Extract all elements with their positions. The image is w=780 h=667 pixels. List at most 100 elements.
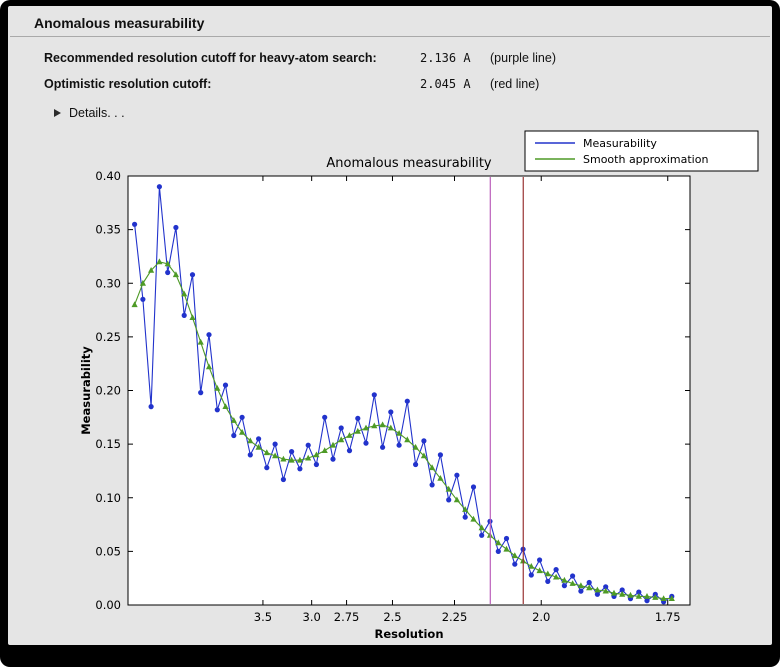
data-point-circle (380, 444, 386, 450)
data-point-circle (586, 579, 592, 586)
data-point-circle (247, 452, 253, 458)
summary-rows: Recommended resolution cutoff for heavy-… (8, 45, 772, 97)
data-point-triangle (288, 456, 295, 463)
data-point-triangle (305, 454, 312, 461)
measurability-chart: Anomalous measurability 0.00 0.05 0.10 0.15 0… (79, 130, 759, 641)
data-point-circle (528, 572, 534, 578)
data-point-triangle (197, 338, 204, 345)
x-axis-label: Resolution (374, 627, 443, 641)
data-point-circle (322, 414, 328, 420)
data-point-triangle (280, 455, 287, 462)
data-point-triangle (181, 290, 188, 297)
data-point-circle (619, 587, 625, 593)
data-point-triangle (189, 314, 196, 320)
x-tick-label: 1.75 (655, 610, 681, 624)
recommended-cutoff-label: Recommended resolution cutoff for heavy-… (44, 51, 377, 65)
data-point-triangle (164, 260, 171, 267)
data-point-circle (305, 442, 311, 448)
data-point-triangle (445, 485, 452, 492)
data-point-circle (421, 438, 427, 444)
data-point-triangle (429, 464, 436, 471)
legend-entry-label: Measurability (583, 137, 657, 150)
data-point-circle (355, 415, 361, 421)
data-point-triangle (222, 403, 229, 409)
data-point-triangle (503, 545, 510, 552)
data-point-circle (413, 461, 419, 468)
data-point-triangle (255, 443, 262, 450)
data-point-circle (272, 441, 278, 447)
y-axis-label: Measurability (80, 346, 93, 435)
data-point-circle (446, 497, 452, 503)
data-point-circle (231, 432, 237, 439)
recommended-cutoff-value: 2.136 A (420, 51, 471, 65)
data-point-circle (429, 482, 435, 488)
data-point-circle (470, 484, 477, 490)
data-point-triangle (602, 587, 609, 594)
data-point-triangle (586, 584, 593, 591)
legend-entry-label: Smooth approximation (583, 153, 708, 166)
data-point-triangle (511, 552, 518, 559)
optimistic-cutoff-note: (red line) (490, 77, 540, 91)
data-point-circle (553, 567, 559, 573)
data-point-triangle (371, 422, 378, 429)
data-point-triangle (544, 570, 551, 577)
data-point-circle (512, 561, 518, 567)
data-point-triangle (404, 436, 411, 443)
x-tick-label: 2.25 (442, 610, 468, 624)
data-point-circle (173, 224, 179, 231)
data-point-triangle (528, 563, 535, 569)
data-point-triangle (172, 271, 179, 278)
data-point-triangle (569, 580, 576, 586)
disclosure-triangle-icon (54, 109, 61, 117)
details-disclosure[interactable]: Details. . . (54, 104, 772, 122)
y-tick-label: 0.30 (95, 276, 121, 290)
details-label: Details. . . (69, 106, 125, 120)
y-tick-label: 0.10 (95, 491, 121, 505)
data-point-circle (280, 476, 286, 483)
data-point-circle (462, 514, 468, 520)
data-point-circle (578, 588, 584, 594)
data-point-triangle (453, 496, 460, 503)
data-point-circle (156, 184, 162, 190)
data-point-circle (189, 272, 196, 278)
data-point-circle (148, 404, 154, 410)
data-point-circle (132, 221, 138, 227)
data-point-triangle (362, 424, 370, 431)
data-point-circle (545, 578, 551, 584)
data-point-triangle (577, 582, 584, 589)
data-point-circle (396, 442, 402, 448)
data-point-triangle (205, 363, 213, 370)
data-point-triangle (329, 441, 337, 448)
y-tick-label: 0.35 (95, 223, 121, 237)
data-point-circle (594, 591, 601, 597)
data-point-circle (214, 407, 220, 413)
data-point-triangle (660, 595, 667, 601)
data-point-triangle (536, 567, 543, 574)
data-point-triangle (643, 593, 651, 599)
data-point-triangle (668, 595, 675, 601)
data-point-triangle (437, 475, 444, 481)
data-point-triangle (420, 452, 427, 459)
x-tick-label: 2.0 (532, 610, 550, 624)
y-tick-label: 0.15 (95, 437, 121, 451)
data-point-circle (313, 461, 319, 468)
data-point-circle (644, 598, 650, 604)
data-point-triangle (139, 279, 146, 286)
data-point-triangle (478, 524, 485, 531)
data-point-circle (503, 535, 510, 542)
data-point-triangle (561, 576, 568, 583)
data-point-triangle (148, 267, 155, 273)
legend-box (524, 130, 759, 172)
data-point-triangle (263, 449, 270, 456)
data-point-circle (603, 584, 609, 590)
data-point-circle (181, 312, 187, 318)
recommended-cutoff-note: (purple line) (490, 51, 557, 65)
y-tick-label: 0.00 (95, 598, 121, 612)
optimistic-cutoff-value: 2.045 A (420, 77, 471, 91)
data-point-triangle (247, 437, 254, 444)
data-point-circle (404, 398, 410, 404)
y-tick-label: 0.05 (95, 544, 121, 558)
x-tick-label: 2.75 (334, 610, 360, 624)
data-point-circle (222, 382, 229, 388)
data-point-triangle (239, 428, 246, 435)
